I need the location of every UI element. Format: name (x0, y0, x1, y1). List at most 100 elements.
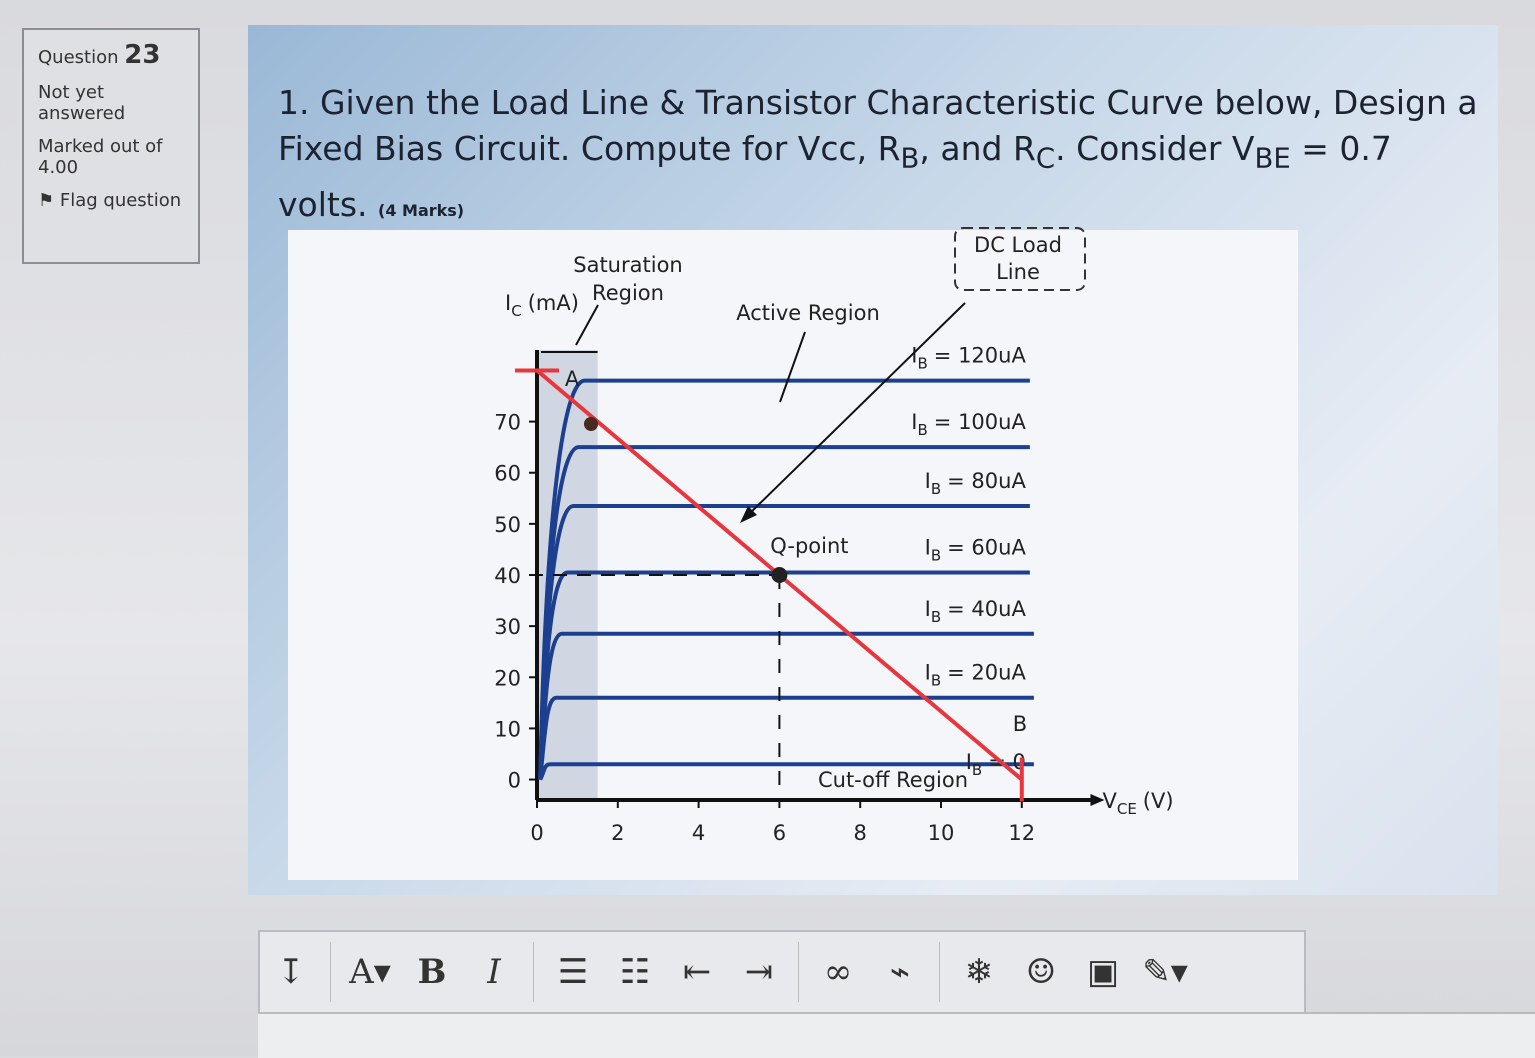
question-info: Question 23 Not yet answered Marked out … (22, 28, 200, 264)
q-part: . Consider V (1055, 129, 1255, 168)
status: Not yet answered (38, 82, 126, 124)
active-arrow (779, 331, 806, 403)
font-button[interactable]: A▾ (349, 952, 391, 992)
ib-label-sub: B (918, 355, 928, 373)
b-label: B (1013, 712, 1027, 736)
saturation-point (584, 417, 598, 431)
ib-label-text: = 80uA (947, 469, 1026, 493)
y-axis-label-sub: C (511, 302, 521, 320)
ib-label-name: I (911, 344, 917, 368)
ib-curve (538, 695, 1034, 780)
ib-curve (538, 762, 1034, 781)
saturation-arrow (575, 304, 599, 346)
ib-curve (538, 631, 1034, 780)
special-char-button[interactable]: ❄ (964, 952, 994, 992)
y-tick-label: 40 (494, 564, 521, 588)
ib-label: IB = 120uA (911, 344, 1026, 373)
y-tick-label: 30 (494, 615, 521, 639)
ib-label: IB = 100uA (911, 410, 1026, 439)
ib-label-name: I (925, 469, 931, 493)
x-axis-arrow (1090, 794, 1105, 806)
load-line-label-line: Line (996, 260, 1040, 284)
x-tick-label: 10 (928, 821, 955, 845)
x-axis-label-sub: CE (1117, 800, 1137, 818)
link-button[interactable]: ∞ (823, 952, 853, 992)
load-line-box (954, 227, 1086, 291)
more-button[interactable]: ✎▾ (1142, 952, 1188, 992)
saturation-label: Saturation Region (573, 253, 682, 305)
y-tick-label: 10 (494, 717, 521, 741)
load-line-arrowhead (740, 506, 757, 523)
question-label: Question (38, 47, 119, 68)
ib-label-text: = 60uA (947, 535, 1026, 559)
y-axis-label-name: I (505, 291, 511, 315)
collapse-button[interactable]: ↧ (276, 952, 306, 992)
x-axis-label: VCE (V) (1102, 789, 1173, 818)
y-tick-label: 20 (494, 666, 521, 690)
x-axis-label-name: V (1102, 789, 1117, 813)
image-button[interactable]: ▣ (1086, 952, 1120, 992)
q-part: , and R (919, 129, 1036, 168)
indent-button[interactable]: ⇥ (744, 952, 774, 992)
y-axis-label: IC (mA) (505, 291, 579, 320)
marked-label: Marked out of (38, 136, 163, 157)
q-marks: (4 Marks) (378, 200, 465, 220)
ib-label: IB = 60uA (925, 535, 1027, 564)
question-text: 1. Given the Load Line & Transistor Char… (278, 80, 1478, 234)
question-number: 23 (124, 40, 161, 70)
number-list-button[interactable]: ☷ (619, 952, 651, 992)
bold-button[interactable]: B (417, 952, 447, 992)
ib-label-text: = 20uA (947, 661, 1026, 685)
flag-question[interactable]: ⚑ Flag question (38, 190, 182, 211)
ib-label: IB = 20uA (925, 661, 1027, 690)
emoji-button[interactable]: ☺ (1025, 952, 1057, 992)
x-tick-label: 0 (530, 821, 543, 845)
x-tick-label: 8 (854, 821, 867, 845)
ib-label-sub: B (931, 480, 941, 498)
cutoff-label: Cut-off Region (818, 768, 968, 792)
q-point (771, 567, 788, 583)
ib-label-sub: B (931, 608, 941, 626)
marks-info: Marked out of 4.00 (38, 136, 184, 178)
a-label: A (565, 367, 580, 391)
x-tick-label: 2 (611, 821, 624, 845)
ib-label-name: I (925, 597, 931, 621)
ib-label-sub: B (918, 421, 928, 439)
q-part: 1. Given the Load Line & Transistor Char… (278, 83, 1478, 168)
ib-label-name: I (911, 410, 917, 434)
x-tick-label: 6 (773, 821, 786, 845)
load-line-label: DC Load Line (974, 233, 1062, 284)
q-sub: BE (1254, 142, 1291, 175)
editor-area[interactable] (258, 1012, 1535, 1058)
y-tick-label: 70 (494, 411, 521, 435)
q-sub: C (1035, 142, 1056, 175)
bullet-list-button[interactable]: ☰ (557, 952, 589, 992)
ib-label: IB = 80uA (925, 469, 1027, 498)
ib-label-text: = 40uA (947, 597, 1026, 621)
outdent-button[interactable]: ⇤ (682, 952, 712, 992)
q-part: = 0.7 volts. (278, 129, 1392, 224)
load-line-arrow (744, 302, 966, 519)
ib-label-sub: B (931, 546, 941, 564)
y-tick-label: 60 (494, 462, 521, 486)
italic-button[interactable]: I (487, 952, 501, 992)
y-axis-label-text: (mA) (528, 291, 579, 315)
flag-label[interactable]: Flag question (59, 190, 182, 211)
x-tick-label: 12 (1008, 821, 1035, 845)
question-header: Question 23 (38, 40, 184, 70)
saturation-label-line: Saturation (573, 253, 682, 277)
saturation-label-line: Region (592, 281, 664, 305)
marks: 4.00 (38, 157, 79, 178)
x-tick-label: 4 (692, 821, 705, 845)
ib-label-sub: B (931, 672, 941, 690)
ib-label-name: I (966, 750, 972, 774)
q-sub: B (900, 142, 920, 175)
unlink-button[interactable]: ⌁ (889, 952, 911, 992)
font-icon[interactable]: A (349, 952, 374, 992)
load-line-label-line: DC Load (974, 233, 1062, 257)
ib-label: IB = 40uA (925, 597, 1027, 626)
q-point-label: Q-point (770, 534, 848, 558)
active-label: Active Region (736, 301, 880, 325)
